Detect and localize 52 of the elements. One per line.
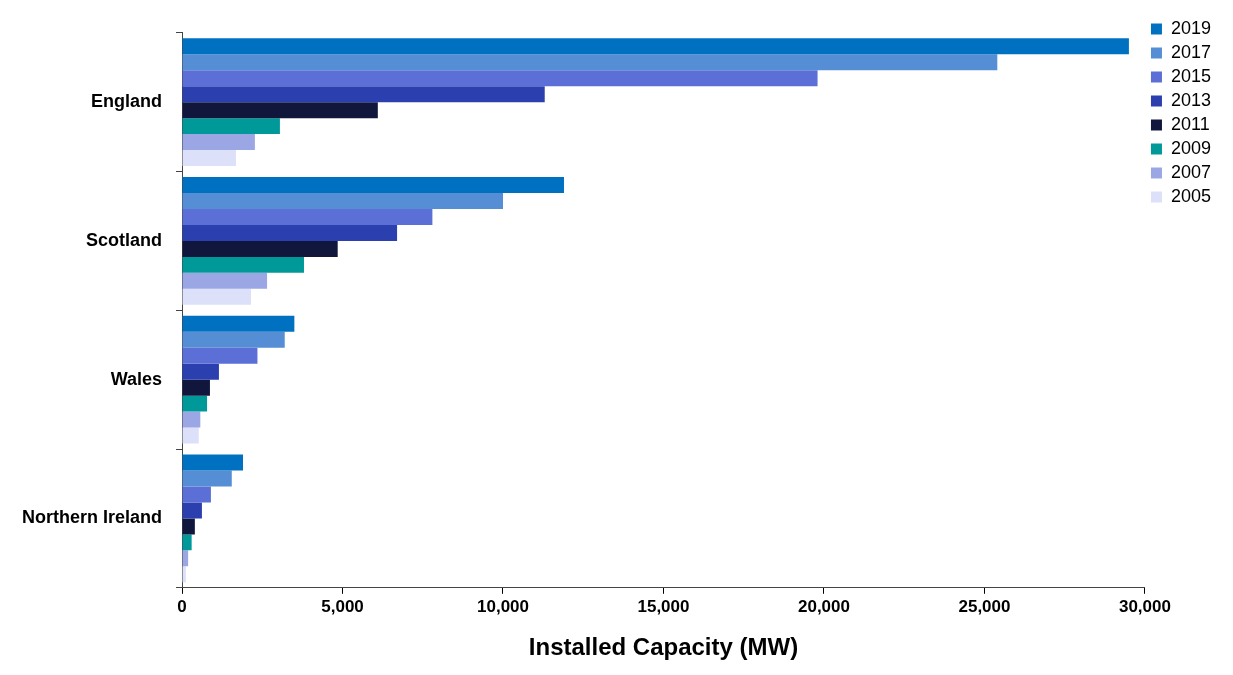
bar — [182, 395, 208, 412]
bar — [182, 502, 202, 519]
bar — [182, 347, 258, 364]
bar — [182, 86, 545, 103]
bar — [182, 454, 244, 471]
legend-label: 2007 — [1170, 161, 1211, 182]
bar — [182, 272, 268, 289]
bar — [182, 470, 232, 487]
legend-label: 2017 — [1170, 41, 1211, 62]
bar — [182, 427, 199, 444]
bar — [182, 193, 503, 210]
bar — [182, 177, 564, 194]
bar — [182, 134, 255, 151]
y-tick-label: Wales — [110, 368, 163, 389]
bar — [182, 256, 304, 273]
bar — [182, 70, 818, 87]
legend-label: 2005 — [1170, 185, 1211, 206]
x-tick-label: 5,000 — [321, 596, 364, 616]
bar — [182, 38, 1129, 55]
bar — [182, 379, 210, 396]
bar — [182, 118, 280, 135]
y-tick-label: Scotland — [86, 229, 163, 250]
bar — [182, 363, 219, 380]
legend-label: 2015 — [1170, 65, 1211, 86]
bar — [182, 331, 285, 348]
y-tick-label: England — [91, 91, 163, 112]
x-tick-label: 15,000 — [637, 596, 690, 616]
bar — [182, 209, 433, 225]
x-tick-label: 20,000 — [797, 596, 850, 616]
bar — [182, 534, 192, 551]
legend-label: 2009 — [1170, 137, 1211, 158]
bar — [182, 288, 252, 305]
bar — [182, 150, 236, 166]
x-tick-label: 10,000 — [477, 596, 529, 616]
y-tick-label: Northern Ireland — [21, 507, 163, 528]
bar — [182, 54, 998, 71]
bar — [182, 315, 295, 332]
x-axis-title: Installed Capacity (MW) — [528, 633, 799, 661]
legend-label: 2019 — [1170, 17, 1211, 38]
legend-label: 2013 — [1170, 89, 1211, 110]
x-tick-label: 25,000 — [958, 596, 1011, 616]
bar — [182, 486, 211, 503]
bar — [182, 240, 338, 257]
x-tick-label: 0 — [177, 596, 187, 616]
bar — [182, 224, 398, 241]
bar — [182, 550, 189, 567]
legend-label: 2011 — [1170, 113, 1210, 134]
bar — [182, 411, 201, 428]
bar — [182, 102, 378, 119]
x-tick-label: 30,000 — [1118, 596, 1171, 616]
bar — [182, 566, 186, 583]
bar — [182, 518, 195, 535]
